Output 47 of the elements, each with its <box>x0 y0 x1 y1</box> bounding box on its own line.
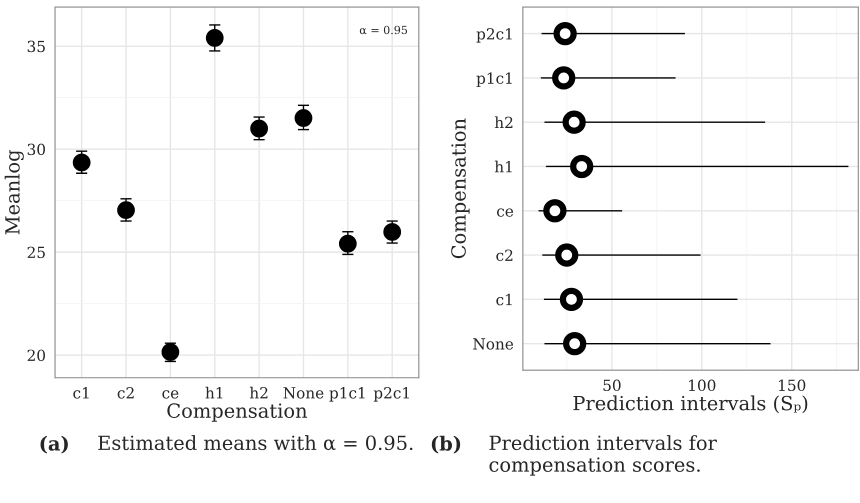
x-tick-label: p1c1 <box>329 387 365 402</box>
point <box>383 223 402 241</box>
point <box>570 154 594 178</box>
point <box>250 120 268 138</box>
y-tick-label: c1 <box>496 294 512 306</box>
x-tick-label: 150 <box>779 380 806 392</box>
x-tick-label: c1 <box>73 387 89 399</box>
text: (b) <box>432 436 460 454</box>
y-tick-label: 20 <box>28 350 45 362</box>
point <box>563 332 586 356</box>
x-axis-title: Prediction intervals (Sₚ) <box>573 395 808 414</box>
y-tick-label: ce <box>497 208 514 217</box>
y-tick-label: p2c1 <box>476 28 512 43</box>
y-tick-label: h1 <box>494 160 512 172</box>
text: Estimated means with α = 0.95. <box>98 435 412 450</box>
x-tick-label: 50 <box>603 380 621 392</box>
y-tick-label: c2 <box>496 250 512 262</box>
point <box>543 199 567 222</box>
y-tick-label: p1c1 <box>476 72 512 87</box>
y-tick-label: 30 <box>28 144 45 156</box>
point <box>554 22 577 46</box>
text: (a) <box>40 436 68 454</box>
y-tick-label: 35 <box>28 40 45 52</box>
point <box>338 234 357 253</box>
y-tick-label: None <box>473 338 514 350</box>
x-axis-title: Compensation <box>167 403 308 422</box>
point <box>560 288 584 311</box>
point <box>206 29 224 47</box>
y-axis-title: Compensation <box>451 118 470 258</box>
point <box>562 110 586 134</box>
point <box>552 66 576 90</box>
point <box>117 201 135 219</box>
point <box>72 154 91 172</box>
x-tick-label: ce <box>162 390 178 399</box>
x-tick-label: p2c1 <box>374 387 409 402</box>
x-tick-label: 100 <box>689 380 716 392</box>
x-tick-label: h2 <box>250 386 268 398</box>
annotation: α = 0.95 <box>360 26 408 34</box>
y-tick-label: h2 <box>494 116 512 128</box>
y-tick-label: 25 <box>28 246 45 258</box>
point <box>555 243 578 267</box>
point <box>294 109 312 127</box>
y-axis-title: Meanlog <box>4 150 24 234</box>
x-tick-label: c2 <box>118 387 134 399</box>
text: Prediction intervals for compensation scores. <box>489 435 717 476</box>
x-tick-label: None <box>284 387 324 399</box>
x-tick-label: h1 <box>206 386 222 398</box>
